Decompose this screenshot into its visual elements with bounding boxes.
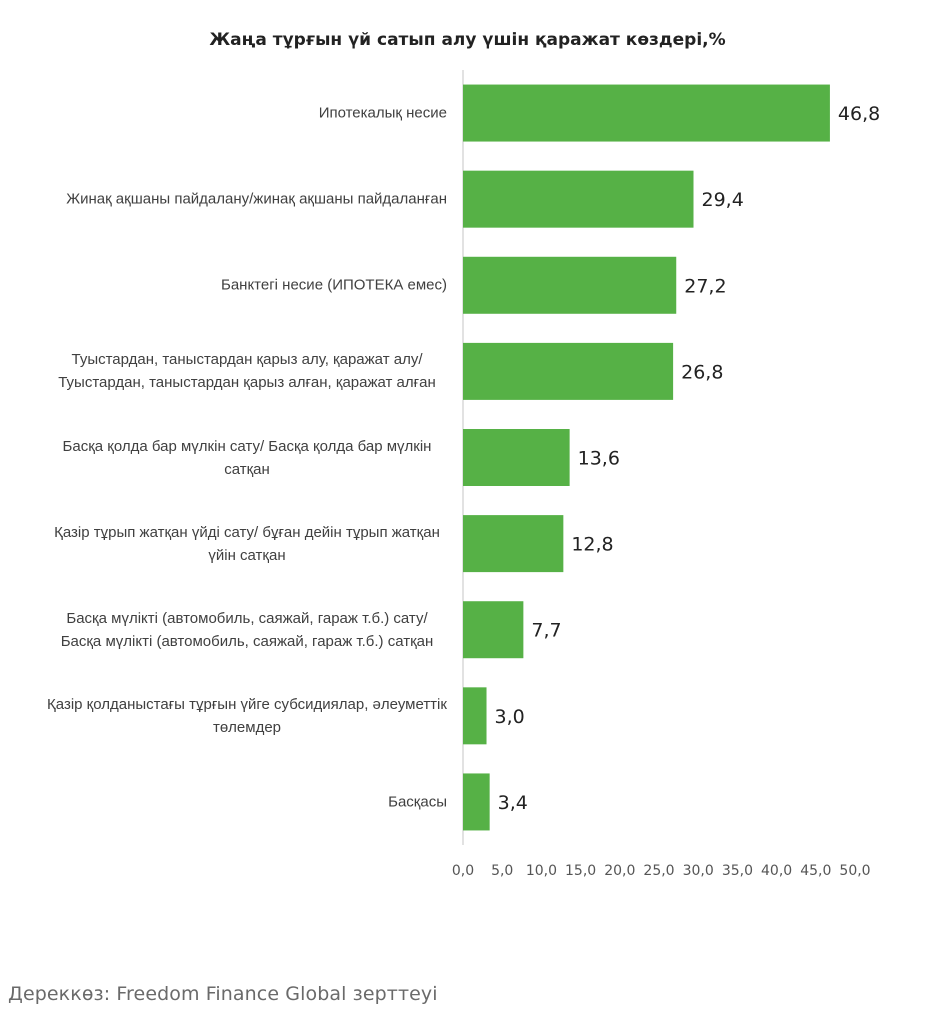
- x-tick-label: 25,0: [643, 863, 674, 879]
- data-label: 29,4: [701, 189, 743, 211]
- data-label: 3,4: [498, 792, 528, 814]
- x-tick-label: 15,0: [565, 863, 596, 879]
- chart-title: Жаңа тұрғын үй сатып алу үшін қаражат кө…: [209, 30, 726, 50]
- bar: [463, 256, 677, 314]
- data-label: 46,8: [838, 103, 880, 125]
- data-label: 7,7: [531, 620, 561, 642]
- source-note: Дереккөз: Freedom Finance Global зерттеу…: [8, 983, 438, 1005]
- x-tick-label: 20,0: [604, 863, 635, 879]
- bar: [463, 601, 524, 659]
- category-label: Туыстардан, таныстардан қарыз алу, қараж…: [58, 351, 436, 392]
- x-tick-label: 0,0: [452, 863, 474, 879]
- category-label: Ипотекалық несие: [318, 104, 447, 122]
- x-tick-label: 35,0: [722, 863, 753, 879]
- x-tick-label: 50,0: [839, 863, 870, 879]
- category-label: Басқа мүлікті (автомобиль, саяжай, гараж…: [60, 609, 434, 650]
- data-label: 27,2: [684, 275, 726, 297]
- data-label: 26,8: [681, 361, 723, 383]
- x-tick-label: 45,0: [800, 863, 831, 879]
- x-tick-label: 10,0: [526, 863, 557, 879]
- category-label: Банктегі несие (ИПОТЕКА емес): [220, 276, 447, 294]
- data-label: 12,8: [571, 534, 613, 556]
- bar: [463, 170, 694, 228]
- bar: [463, 687, 487, 745]
- bar: [463, 342, 674, 400]
- bar: [463, 84, 830, 142]
- x-tick-label: 40,0: [761, 863, 792, 879]
- category-label: Қазір тұрып жатқан үйді сату/ бұған дейі…: [54, 523, 440, 564]
- data-label: 13,6: [578, 448, 620, 470]
- category-label: Жинақ ақшаны пайдалану/жинақ ақшаны пайд…: [66, 190, 447, 208]
- bar: [463, 515, 564, 573]
- category-label: Басқа қолда бар мүлкін сату/ Басқа қолда…: [62, 437, 432, 478]
- bar: [463, 429, 570, 486]
- category-label: Қазір қолданыстағы тұрғын үйге субсидиял…: [47, 695, 447, 736]
- x-tick-label: 30,0: [683, 863, 714, 879]
- bar: [463, 773, 490, 831]
- data-label: 3,0: [495, 706, 525, 728]
- category-label: Басқасы: [388, 793, 447, 811]
- x-tick-label: 5,0: [491, 863, 513, 879]
